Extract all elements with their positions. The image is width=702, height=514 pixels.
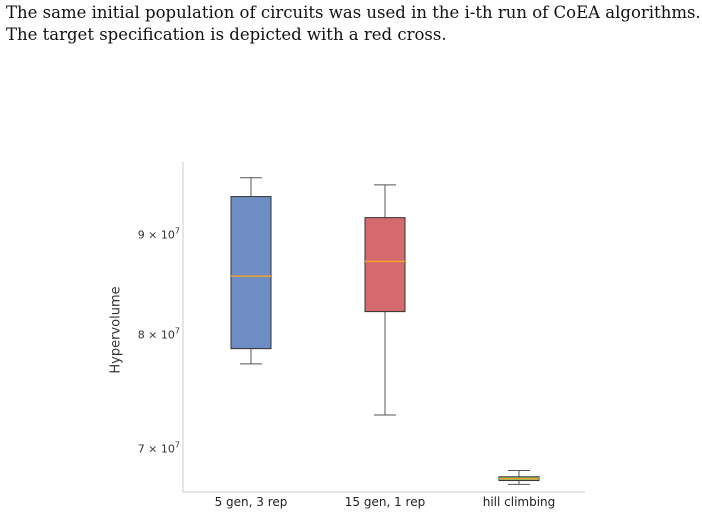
x-tick-label: 15 gen, 1 rep [345,495,425,509]
y-tick-label: 9 × 107 [138,226,180,241]
box-3 [498,470,540,485]
figure-caption: The same initial population of circuits … [6,2,702,46]
x-tick-label: 5 gen, 3 rep [215,495,288,509]
y-tick-label: 7 × 107 [138,440,180,455]
axes [182,162,585,493]
boxes [230,177,540,485]
box-iqr [364,217,406,313]
x-tick-labels: 5 gen, 3 rep 15 gen, 1 rep hill climbing [215,495,556,509]
box-1 [230,177,272,365]
caption-line-2: The target specification is depicted wit… [6,25,447,44]
box-iqr [230,196,272,350]
box-2 [364,184,406,416]
x-tick-label: hill climbing [483,495,556,509]
y-ticks: 7 × 107 8 × 107 9 × 107 [138,226,180,455]
caption-line-1: The same initial population of circuits … [6,3,701,22]
y-tick-label: 8 × 107 [138,327,180,342]
